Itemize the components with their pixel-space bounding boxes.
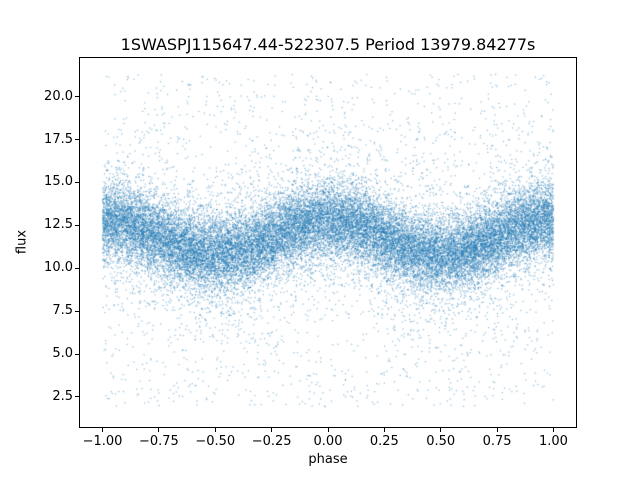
- y-tick-label: 5.0: [52, 346, 73, 362]
- x-tick-mark: [440, 428, 442, 432]
- x-tick-label: −0.75: [138, 434, 179, 449]
- y-tick-mark: [75, 310, 79, 312]
- y-tick-label: 15.0: [44, 174, 73, 190]
- y-tick-label: 2.5: [52, 388, 73, 404]
- x-tick-label: 0.00: [313, 434, 343, 449]
- x-tick-mark: [327, 428, 329, 432]
- y-tick-mark: [75, 181, 79, 183]
- x-tick-label: −1.00: [82, 434, 123, 449]
- y-tick-label: 7.5: [52, 303, 73, 319]
- y-tick-mark: [75, 267, 79, 269]
- y-tick-label: 17.5: [44, 131, 73, 147]
- x-tick-mark: [496, 428, 498, 432]
- y-tick-label: 10.0: [44, 260, 73, 276]
- scatter-points-canvas: [80, 58, 576, 427]
- y-tick-mark: [75, 353, 79, 355]
- y-tick-label: 12.5: [44, 217, 73, 233]
- plot-area: [79, 57, 577, 428]
- y-tick-mark: [75, 139, 79, 141]
- x-tick-mark: [102, 428, 104, 432]
- y-tick-mark: [75, 224, 79, 226]
- x-tick-label: −0.50: [195, 434, 236, 449]
- x-axis-label: phase: [308, 452, 348, 467]
- x-tick-mark: [383, 428, 385, 432]
- x-tick-label: 0.25: [369, 434, 399, 449]
- x-tick-mark: [214, 428, 216, 432]
- y-tick-mark: [75, 96, 79, 98]
- x-tick-mark: [158, 428, 160, 432]
- x-tick-mark: [552, 428, 554, 432]
- x-tick-label: 0.50: [426, 434, 456, 449]
- y-tick-mark: [75, 396, 79, 398]
- x-tick-mark: [271, 428, 273, 432]
- x-tick-label: 1.00: [538, 434, 568, 449]
- y-tick-label: 20.0: [44, 88, 73, 104]
- y-axis-label: flux: [14, 229, 30, 255]
- chart-title: 1SWASPJ115647.44-522307.5 Period 13979.8…: [120, 35, 536, 54]
- x-tick-label: 0.75: [482, 434, 512, 449]
- x-tick-label: −0.25: [251, 434, 292, 449]
